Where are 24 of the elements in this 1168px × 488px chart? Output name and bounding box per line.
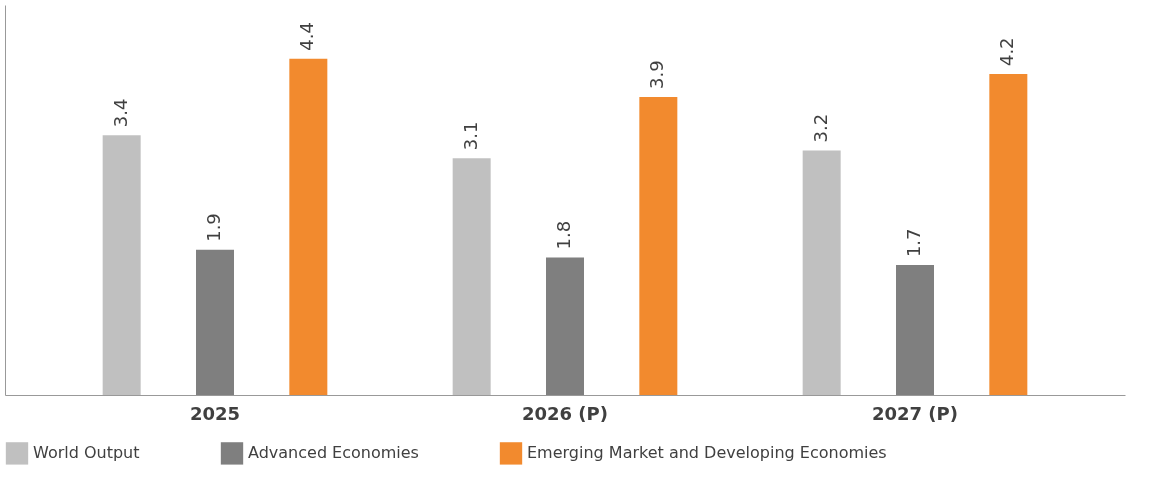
bar bbox=[289, 58, 328, 395]
bar bbox=[452, 158, 491, 395]
data-label: 3.1 bbox=[459, 121, 481, 151]
bar bbox=[896, 265, 934, 395]
legend-label: Emerging Market and Developing Economies bbox=[527, 443, 887, 463]
legend-label: World Output bbox=[33, 443, 140, 463]
bar bbox=[546, 257, 584, 395]
data-label: 1.9 bbox=[203, 213, 224, 242]
data-label: 1.8 bbox=[553, 220, 574, 250]
x-tick-label: 2026 (P) bbox=[521, 402, 609, 424]
legend-label: Advanced Economies bbox=[248, 443, 419, 463]
data-label: 3.9 bbox=[646, 60, 668, 89]
x-tick-label: 2027 (P) bbox=[871, 402, 959, 424]
bar bbox=[802, 150, 841, 395]
bar bbox=[639, 97, 678, 395]
data-label: 3.2 bbox=[809, 113, 831, 143]
bar bbox=[989, 74, 1028, 395]
x-tick-label: 2025 bbox=[189, 402, 241, 424]
bar bbox=[102, 135, 141, 395]
data-label: 4.2 bbox=[996, 37, 1018, 67]
bar bbox=[196, 249, 234, 395]
data-label: 1.7 bbox=[903, 228, 924, 258]
data-label: 3.4 bbox=[109, 98, 131, 128]
data-label: 4.4 bbox=[296, 22, 318, 51]
